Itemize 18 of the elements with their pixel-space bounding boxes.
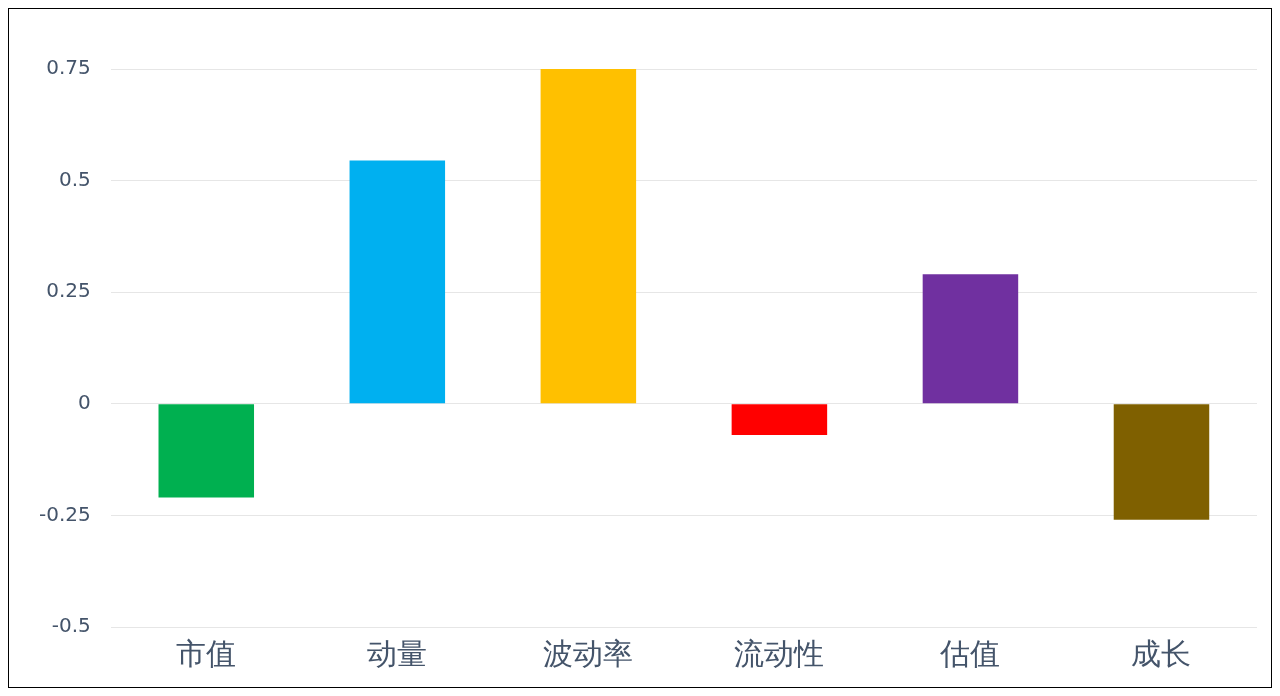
bar	[922, 274, 1019, 404]
bar	[349, 160, 446, 404]
x-tick-label: 估值	[939, 635, 1001, 671]
y-tick-label: -0.5	[51, 613, 91, 638]
y-tick-label: 0	[78, 390, 91, 414]
x-tick-label: 波动率	[543, 635, 634, 671]
bar	[1113, 404, 1210, 520]
y-tick-label: -0.25	[39, 501, 91, 526]
bar	[158, 404, 255, 498]
x-tick-label: 市值	[176, 635, 237, 671]
bar	[731, 404, 828, 436]
x-tick-label: 流动性	[734, 635, 825, 671]
y-tick-label: 0.25	[46, 278, 91, 303]
x-tick-label: 动量	[367, 635, 428, 671]
x-tick-label: 成长	[1131, 635, 1192, 671]
bar	[540, 69, 637, 404]
y-tick-label: 0.5	[58, 166, 91, 191]
y-tick-label: 0.75	[46, 55, 91, 80]
